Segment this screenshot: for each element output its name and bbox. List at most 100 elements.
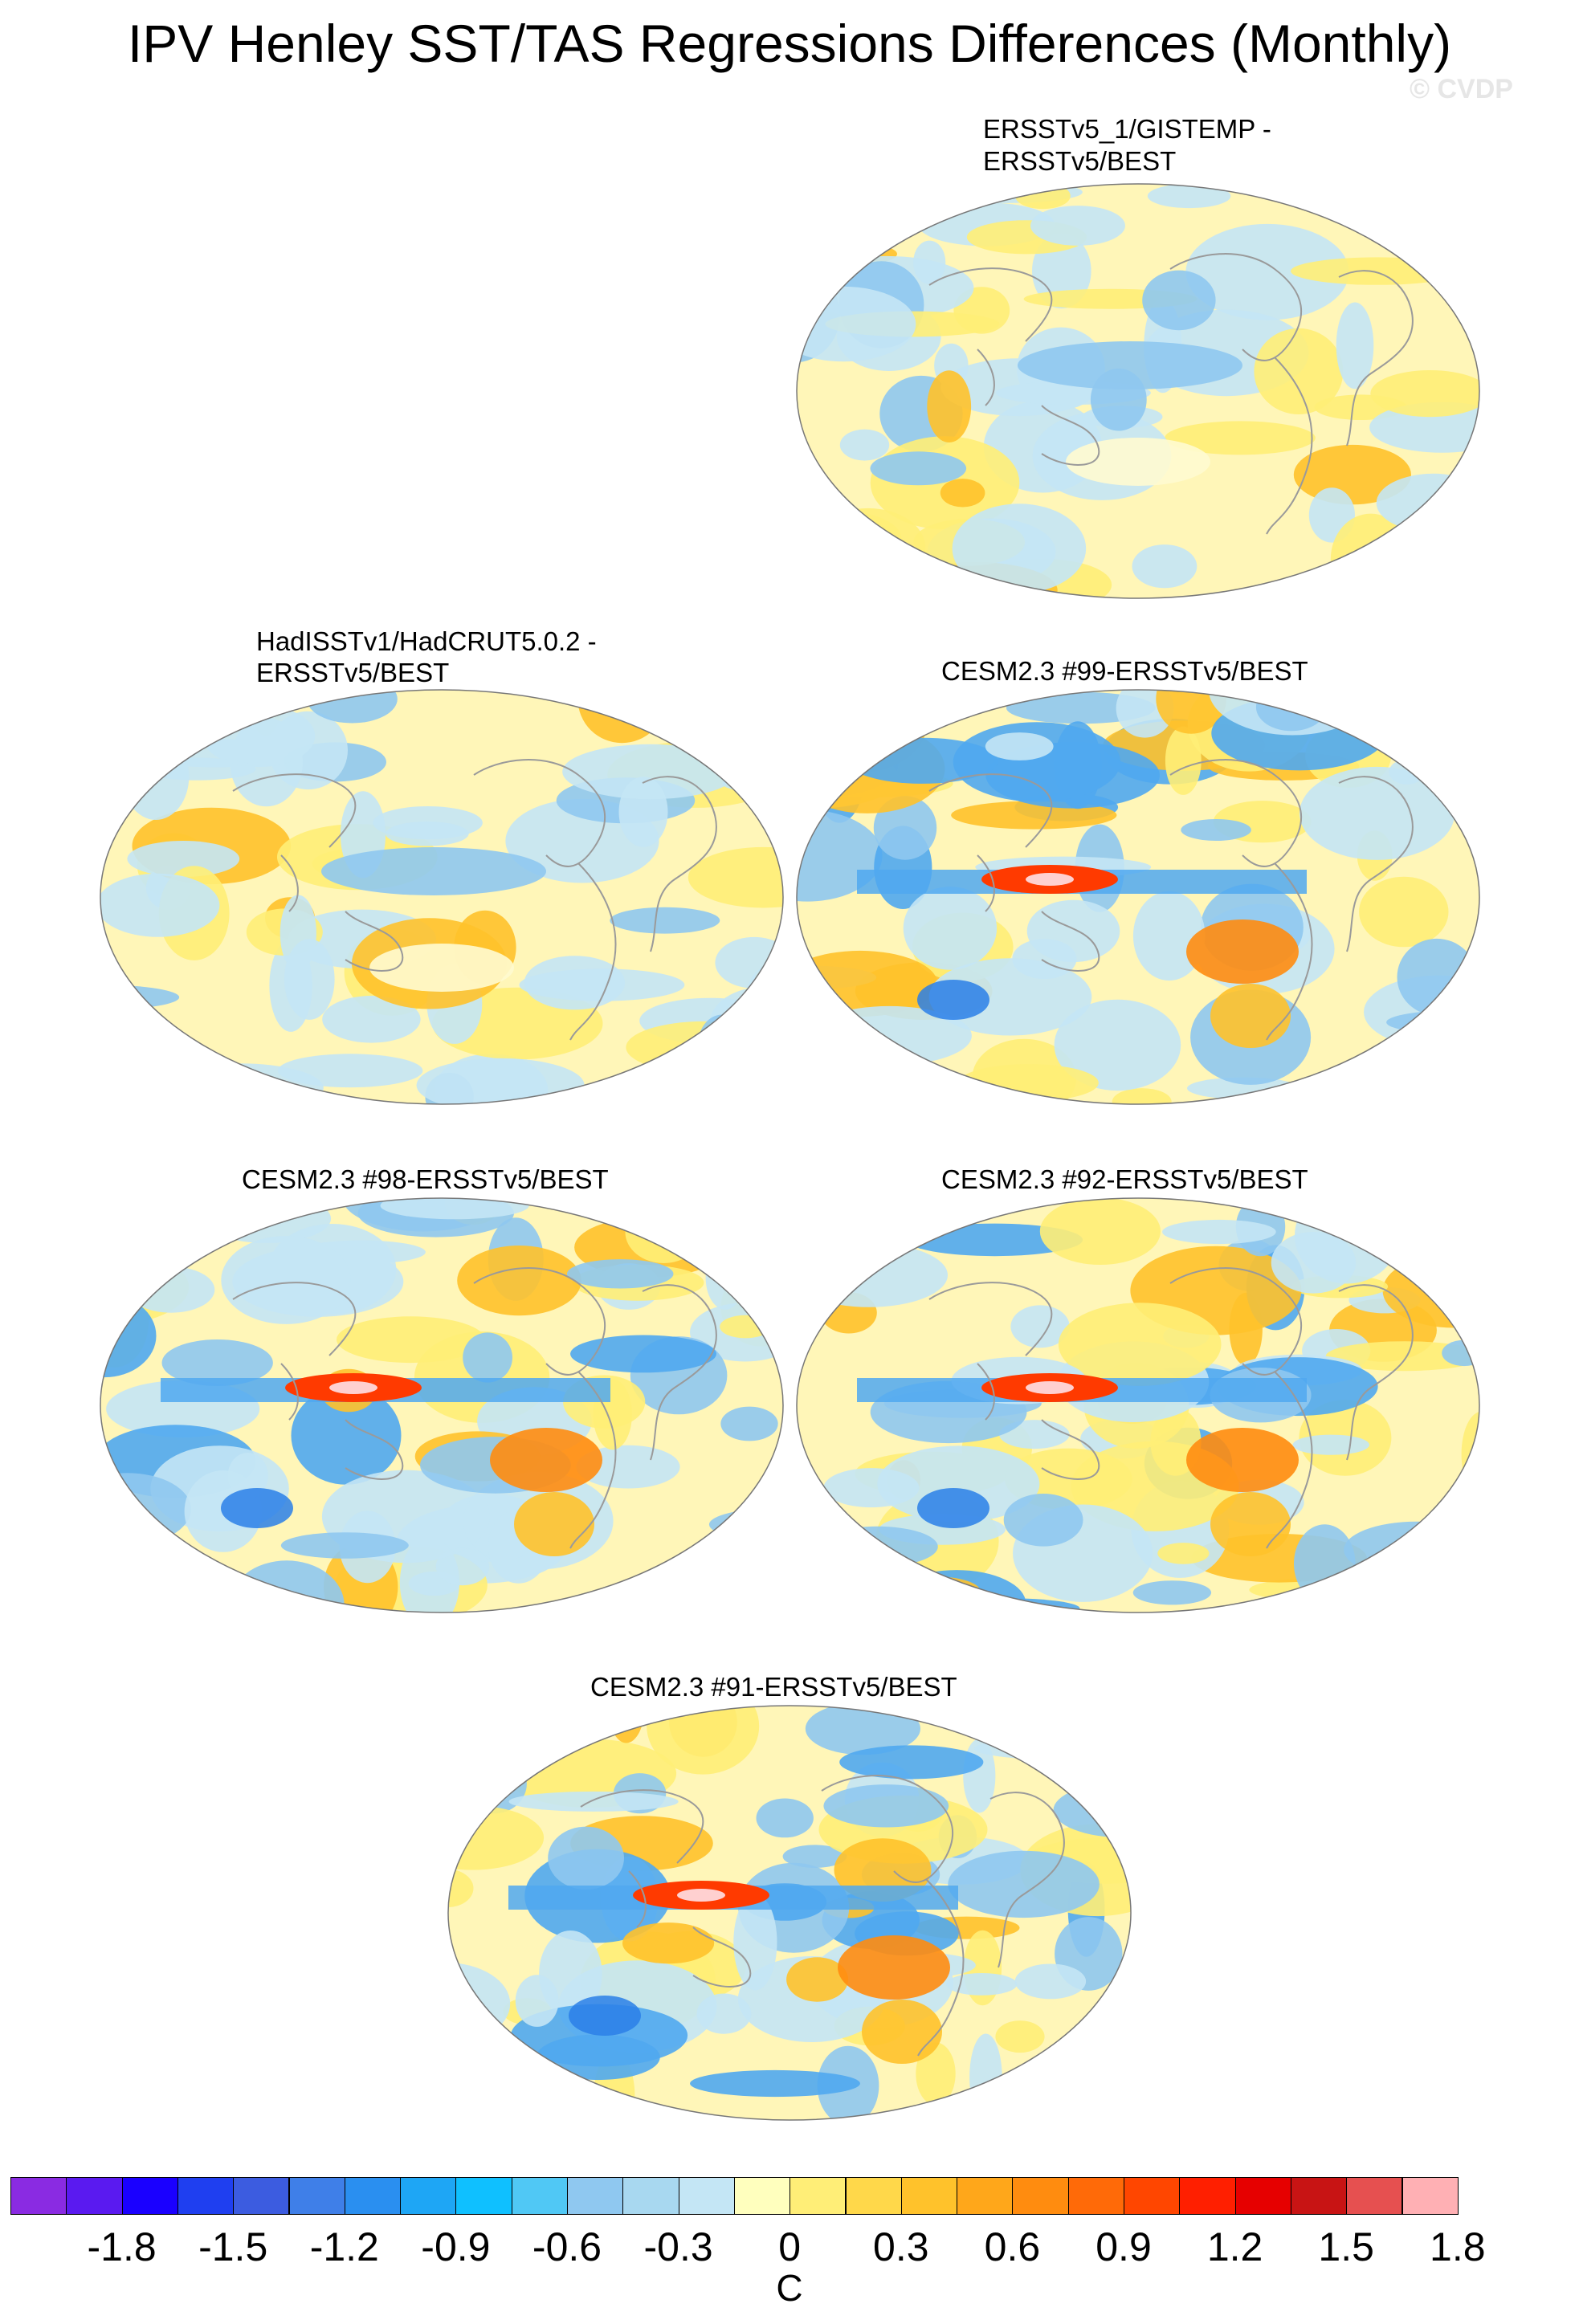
coastline (580, 1789, 704, 1864)
anomaly-region (138, 757, 256, 781)
anomaly-region (786, 1957, 849, 2002)
anomaly-region (548, 1826, 624, 1890)
coastline (928, 773, 1053, 848)
figure-title: IPV Henley SST/TAS Regressions Differenc… (127, 14, 1452, 73)
map-outline (796, 689, 1480, 1105)
panel-title-line1: CESM2.3 #99-ERSSTv5/BEST (941, 656, 1308, 686)
anomaly-region (307, 690, 398, 724)
anomaly-region (838, 1085, 888, 1104)
anomaly-region (1058, 1303, 1222, 1386)
anomaly-region (810, 508, 926, 587)
colorbar-swatch (1067, 2177, 1124, 2215)
colorbar-swatch (957, 2177, 1014, 2215)
anomaly-region (940, 479, 985, 508)
south-pacific-anomaly (1210, 984, 1291, 1048)
colorbar-swatch (455, 2177, 512, 2215)
anomaly-region (536, 2034, 660, 2081)
anomaly-region (720, 1406, 778, 1441)
colorbar-swatch (400, 2177, 457, 2215)
coastline (642, 776, 717, 952)
anomaly-region (622, 1922, 715, 1964)
anomaly-region (1442, 1012, 1479, 1034)
anomaly-region (903, 887, 998, 970)
southeast-pacific-anomaly (838, 1935, 950, 2000)
panel-title-line2: ERSSTv5/BEST (256, 658, 450, 687)
coastline (917, 1878, 965, 2057)
southern-ocean-anomaly (221, 1488, 293, 1528)
panel-title-line2: ERSSTv5/BEST (983, 146, 1177, 176)
anomaly-region (797, 1243, 948, 1307)
map-2 (100, 689, 784, 1105)
anomaly-region (839, 429, 890, 461)
panel-title-line1: ERSSTv5_1/GISTEMP - (983, 114, 1271, 144)
anomaly-region (280, 1532, 409, 1559)
anomaly-region (618, 1199, 731, 1225)
anomaly-region (1132, 544, 1198, 589)
coastline (1338, 1284, 1414, 1461)
coastline (821, 1775, 953, 1883)
anomaly-region (625, 1201, 703, 1263)
coastline (1041, 405, 1100, 466)
colorbar-units: C (776, 2267, 803, 2309)
anomaly-region (848, 1584, 965, 1610)
anomaly-region (1402, 1043, 1479, 1087)
colorbar-swatch (1124, 2177, 1181, 2215)
southern-ocean-anomaly (917, 980, 989, 1020)
anomaly-region (1330, 513, 1411, 598)
anomaly-region (1293, 444, 1411, 505)
anomaly-region (1003, 1494, 1083, 1547)
anomaly-region (1014, 1963, 1087, 2000)
anomaly-region (1026, 899, 1120, 963)
map-outline (100, 689, 784, 1105)
colorbar-swatch (344, 2177, 402, 2215)
anomaly-region (1244, 1089, 1332, 1104)
anomaly-region (1039, 1198, 1161, 1265)
colorbar-swatch (1402, 2177, 1459, 2215)
coastline (473, 759, 606, 867)
southeast-pacific-anomaly (1186, 1428, 1299, 1492)
colorbar-swatch (1012, 2177, 1069, 2215)
anomaly-region (1162, 1219, 1276, 1245)
anomaly-region (1353, 1568, 1396, 1592)
colorbar-tick-label: 0 (778, 2224, 802, 2269)
anomaly-region (687, 846, 783, 908)
colorbar-swatch (233, 2177, 290, 2215)
anomaly-region (284, 939, 335, 1020)
anomaly-region (745, 1560, 783, 1613)
anomaly-region (916, 2042, 956, 2106)
anomaly-region (797, 507, 843, 593)
coastline (345, 911, 404, 972)
anomaly-region (1336, 302, 1374, 389)
anomaly-region (1254, 328, 1344, 414)
colorbar-swatch (678, 2177, 735, 2215)
south-pacific-anomaly (1210, 1492, 1291, 1556)
anomaly-region (660, 1558, 783, 1588)
colorbar-tick-label: 0.6 (984, 2224, 1041, 2269)
anomaly-region (1409, 1198, 1453, 1221)
coastline (1169, 1267, 1302, 1376)
anomaly-region (1378, 1537, 1471, 1613)
anomaly-region (893, 1069, 963, 1094)
colorbar-tick-label: -0.3 (643, 2224, 713, 2269)
anomaly-region (195, 1198, 293, 1218)
colorbar-tick-label: -0.6 (532, 2224, 602, 2269)
anomaly-region (566, 1259, 674, 1289)
anomaly-region (1181, 819, 1251, 841)
coastline (928, 1282, 1053, 1356)
anomaly-region (562, 744, 738, 800)
coastline (692, 1926, 752, 1988)
colorbar-tick-label: -1.2 (309, 2224, 379, 2269)
coastline (280, 1363, 299, 1421)
coastline (977, 349, 995, 406)
anomaly-region (816, 1526, 938, 1568)
colorbar-swatch (567, 2177, 624, 2215)
anomaly-region (576, 1445, 680, 1489)
colorbar-swatch (733, 2177, 791, 2215)
colorbar-swatch (622, 2177, 679, 2215)
colorbar-swatch (900, 2177, 958, 2215)
map-1 (796, 183, 1480, 599)
anomaly-region (1132, 891, 1206, 981)
coastline (473, 1267, 606, 1376)
anomaly-region (1079, 1749, 1126, 1811)
anomaly-region (1292, 1434, 1369, 1455)
